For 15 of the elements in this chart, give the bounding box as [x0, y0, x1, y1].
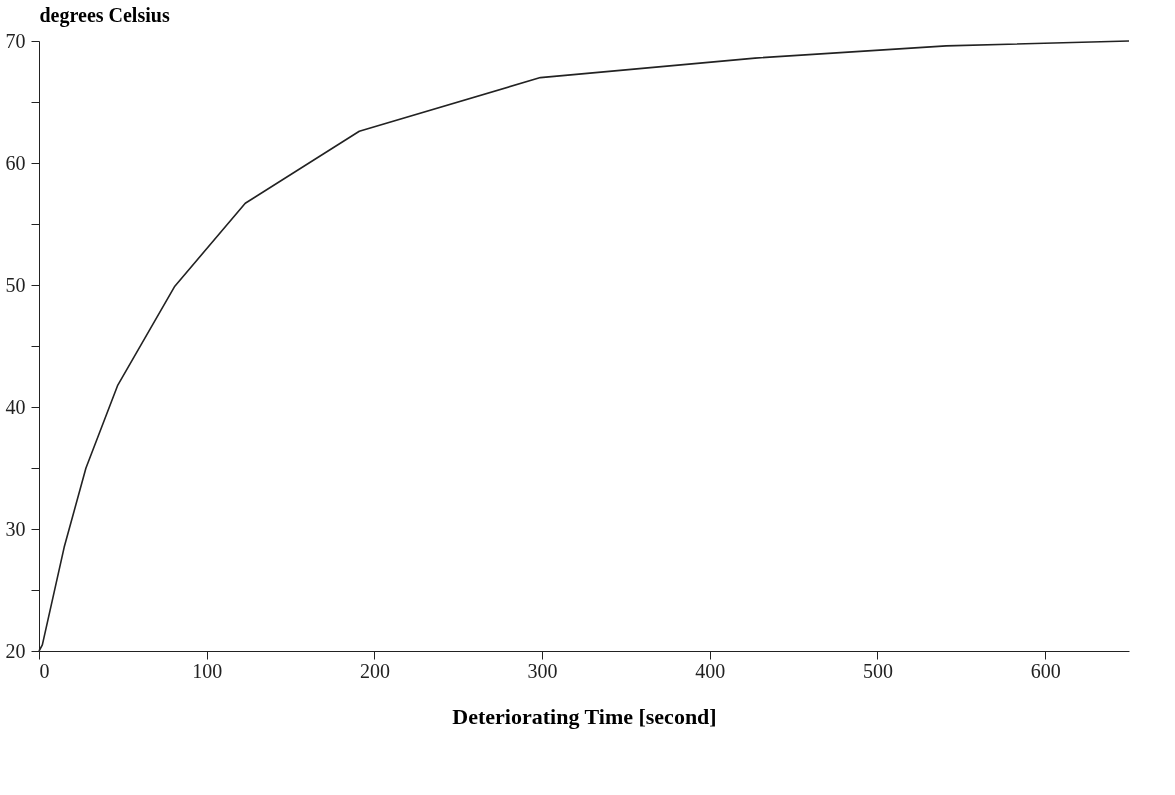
- x-tick-label: 400: [695, 659, 726, 682]
- x-tick-label: 300: [527, 659, 558, 682]
- y-tick-label: 40: [5, 395, 26, 418]
- y-tick-label: 30: [5, 517, 26, 540]
- x-tick-label: 600: [1030, 659, 1061, 682]
- x-tick-label: 200: [359, 659, 390, 682]
- y-tick-label: 50: [5, 273, 26, 296]
- x-tick-label: 0: [39, 659, 50, 682]
- x-tick-label: 500: [862, 659, 893, 682]
- y-tick-label: 20: [5, 639, 26, 662]
- y-tick-label: 70: [5, 29, 26, 52]
- y-axis-title: degrees Celsius: [39, 3, 170, 27]
- x-axis-title: Deteriorating Time [second]: [452, 703, 717, 729]
- x-tick-label: 100: [192, 659, 223, 682]
- y-tick-label: 60: [5, 151, 26, 174]
